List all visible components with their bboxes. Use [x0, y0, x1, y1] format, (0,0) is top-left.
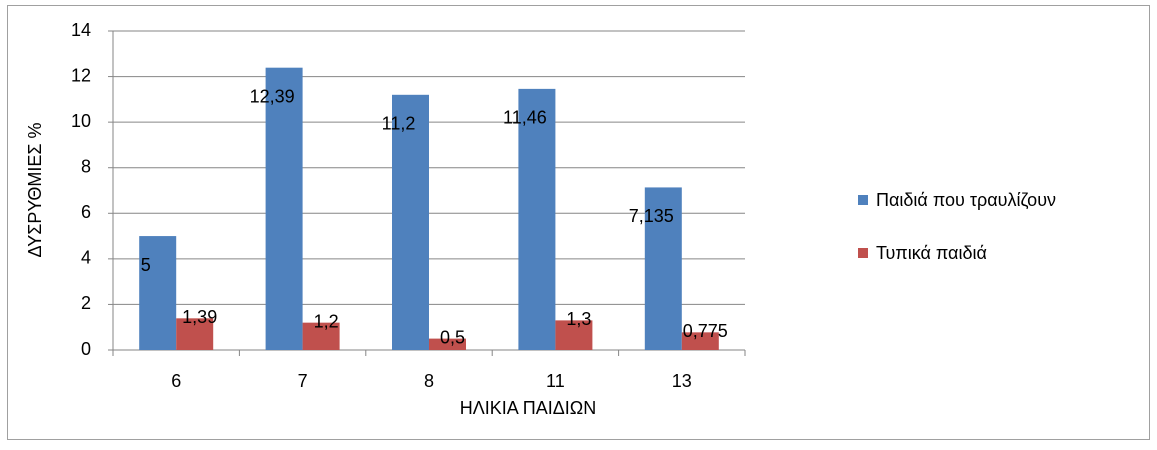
- bar: [302, 322, 340, 350]
- bar: [265, 67, 303, 350]
- y-tick-label: 6: [81, 202, 91, 222]
- x-tick-label: 11: [546, 371, 565, 391]
- legend-swatch: [858, 195, 868, 205]
- bar: [644, 187, 682, 350]
- x-tick-label: 13: [672, 371, 692, 391]
- data-label: 1,3: [566, 309, 591, 329]
- data-label: 12,39: [250, 86, 295, 106]
- y-tick-label: 10: [71, 111, 91, 131]
- bar: [429, 338, 466, 350]
- y-tick-label: 14: [71, 20, 91, 40]
- bar: [392, 94, 429, 350]
- chart-border: [7, 5, 1150, 440]
- legend-swatch: [858, 248, 868, 258]
- bar: [681, 332, 719, 350]
- x-tick-label: 8: [424, 371, 434, 391]
- y-tick-label: 0: [81, 339, 91, 359]
- y-tick-label: 8: [81, 156, 91, 176]
- y-tick-label: 4: [81, 248, 91, 268]
- data-label: 11,2: [382, 114, 416, 134]
- x-tick-label: 6: [171, 371, 181, 391]
- data-label: 1,39: [182, 307, 217, 327]
- data-label: 11,46: [503, 108, 547, 128]
- bar: [139, 236, 177, 350]
- bar: [518, 88, 556, 350]
- bar: [555, 320, 593, 350]
- legend-label: Παιδιά που τραυλίζουν: [876, 190, 1056, 210]
- y-tick-label: 12: [71, 65, 91, 85]
- data-label: 5: [141, 255, 151, 275]
- x-axis-title: ΗΛΙΚΙΑ ΠΑΙΔΙΩΝ: [460, 398, 597, 418]
- y-axis-title: ΔΥΣΡΥΘΜΙΕΣ %: [25, 123, 45, 258]
- y-tick-label: 2: [81, 293, 91, 313]
- data-label: 0,5: [440, 327, 465, 347]
- data-label: 1,2: [314, 311, 339, 331]
- data-label: 7,135: [629, 206, 674, 226]
- x-tick-label: 7: [298, 371, 308, 391]
- data-label: 0,775: [683, 321, 728, 341]
- legend-label: Τυπικά παιδιά: [876, 243, 987, 263]
- bar: [176, 318, 214, 350]
